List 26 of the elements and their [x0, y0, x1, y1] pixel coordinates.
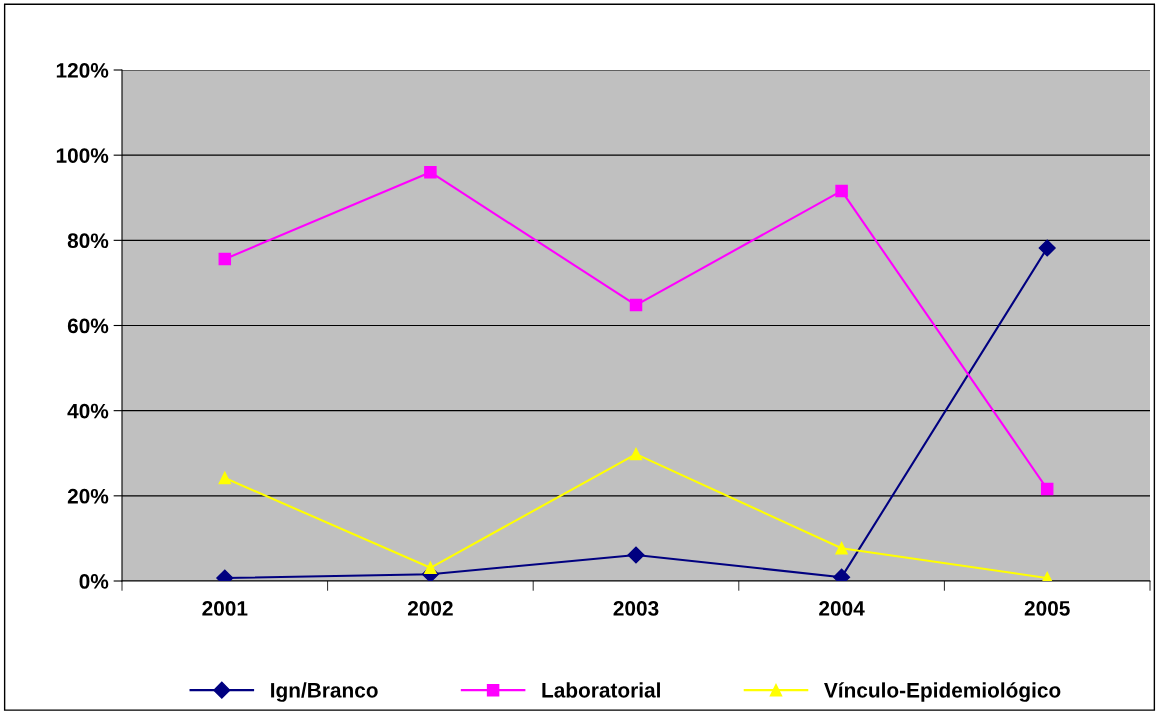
x-tick-label: 2005: [1024, 600, 1070, 616]
y-tick-label: 120%: [56, 63, 109, 78]
point: [835, 541, 848, 555]
point: [629, 447, 643, 461]
point: [218, 471, 232, 485]
point: [1040, 482, 1054, 496]
point: [424, 561, 437, 575]
point: [835, 184, 848, 198]
x-tick-label: 2003: [613, 600, 659, 616]
point: [629, 298, 643, 312]
y-tick-label: 80%: [67, 233, 109, 249]
legend-label: Laboratorial: [542, 682, 660, 698]
x-tick-label: 2001: [202, 600, 248, 616]
point: [1038, 239, 1056, 257]
x-tick-label: 2004: [819, 600, 865, 616]
point: [218, 252, 232, 266]
y-tick-label: 100%: [56, 148, 109, 163]
point: [627, 546, 645, 564]
y-tick-label: 20%: [67, 488, 109, 504]
legend-label: Ign/Branco: [271, 682, 378, 702]
x-tick-label: 2002: [407, 600, 453, 616]
point: [424, 165, 437, 179]
y-tick-label: 0%: [79, 574, 109, 589]
y-tick-label: 60%: [67, 318, 109, 334]
y-tick-label: 40%: [67, 403, 109, 419]
legend-label: Vínculo-Epidemiológico: [824, 682, 1061, 702]
